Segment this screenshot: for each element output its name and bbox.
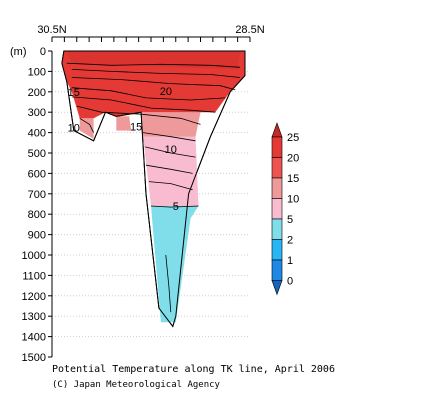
isotherm: [71, 96, 216, 113]
colorbar-under: [271, 280, 283, 296]
isotherm-lines: [66, 62, 241, 313]
axes: 0 100 200 300 400 500 600 700 800 900 1000 1100 1200…: [22, 24, 265, 364]
colorbar-label: 2: [287, 235, 293, 247]
x-top-label: 28.5N: [235, 24, 264, 36]
colorbar-segment: [271, 259, 283, 281]
colorbar-label: 20: [287, 153, 299, 165]
y-tick-label: 100: [28, 66, 46, 78]
isotherm: [148, 181, 193, 191]
y-tick-label: 900: [28, 230, 46, 242]
isotherm: [145, 146, 196, 158]
fill-2-5: [151, 206, 199, 323]
isotherm-label: 20: [160, 86, 172, 98]
colorbar-label: 10: [287, 194, 299, 206]
isotherm-label: 10: [165, 144, 177, 156]
y-unit-label: (m): [10, 46, 27, 58]
temperature-fill-layers: [61, 50, 246, 328]
fill-10-15-left: [79, 118, 94, 139]
y-tick-label: 800: [28, 209, 46, 221]
y-tick-label: 1500: [22, 352, 46, 364]
fill-10-15-core: [141, 112, 201, 137]
isotherm: [71, 69, 241, 78]
isotherm: [76, 105, 201, 125]
isotherm: [71, 87, 226, 101]
y-tick-label: 1200: [22, 291, 46, 303]
y-tick-label: 400: [28, 128, 46, 140]
colorbar-label: 5: [287, 214, 293, 226]
y-tick-label: 300: [28, 107, 46, 119]
isotherm: [79, 117, 94, 133]
y-tick-label: 600: [28, 168, 46, 180]
colorbar-segment: [271, 218, 283, 240]
y-tick-label: 0: [40, 46, 46, 58]
y-tick-label: 1400: [22, 332, 46, 344]
fill-15-20: [61, 51, 246, 119]
isotherm: [145, 164, 193, 174]
x-top-label: 30.5N: [37, 24, 66, 36]
colorbar-segment: [271, 239, 283, 261]
colorbar-label: 0: [287, 276, 293, 288]
isotherm-label: 10: [68, 123, 80, 135]
colorbar-segment: [271, 198, 283, 220]
isotherm: [165, 254, 172, 313]
chart-title: Potential Temperature along TK line, Apr…: [52, 364, 335, 375]
y-tick-label: 1100: [22, 270, 46, 282]
colorbar-label: 15: [287, 173, 299, 185]
y-tick-label: 1000: [22, 250, 46, 262]
isotherm: [66, 62, 241, 68]
y-tick-label: 200: [28, 87, 46, 99]
isotherm-labels: 20 15 10 15 10 5: [68, 86, 179, 213]
colorbar-over: [271, 122, 283, 138]
isotherm: [143, 132, 196, 142]
colorbar-label: 1: [287, 255, 293, 267]
colorbar-label: 25: [287, 132, 299, 144]
y-tick-label: 700: [28, 189, 46, 201]
colorbar-segment: [271, 177, 283, 199]
isotherm-label: 15: [68, 87, 80, 99]
fill-5-10: [143, 136, 199, 206]
y-tick-label: 500: [28, 148, 46, 160]
isotherm-label: 15: [130, 121, 142, 133]
fill-10-15-mid: [116, 116, 132, 131]
isotherm: [150, 205, 199, 208]
isotherm-label: 5: [173, 201, 179, 213]
colorbar-segment: [271, 157, 283, 179]
copyright-credit: (C) Japan Meteorological Agency: [52, 380, 220, 390]
y-tick-label: 1300: [22, 311, 46, 323]
isotherm: [71, 77, 236, 91]
colorbar-segment: [271, 136, 283, 158]
